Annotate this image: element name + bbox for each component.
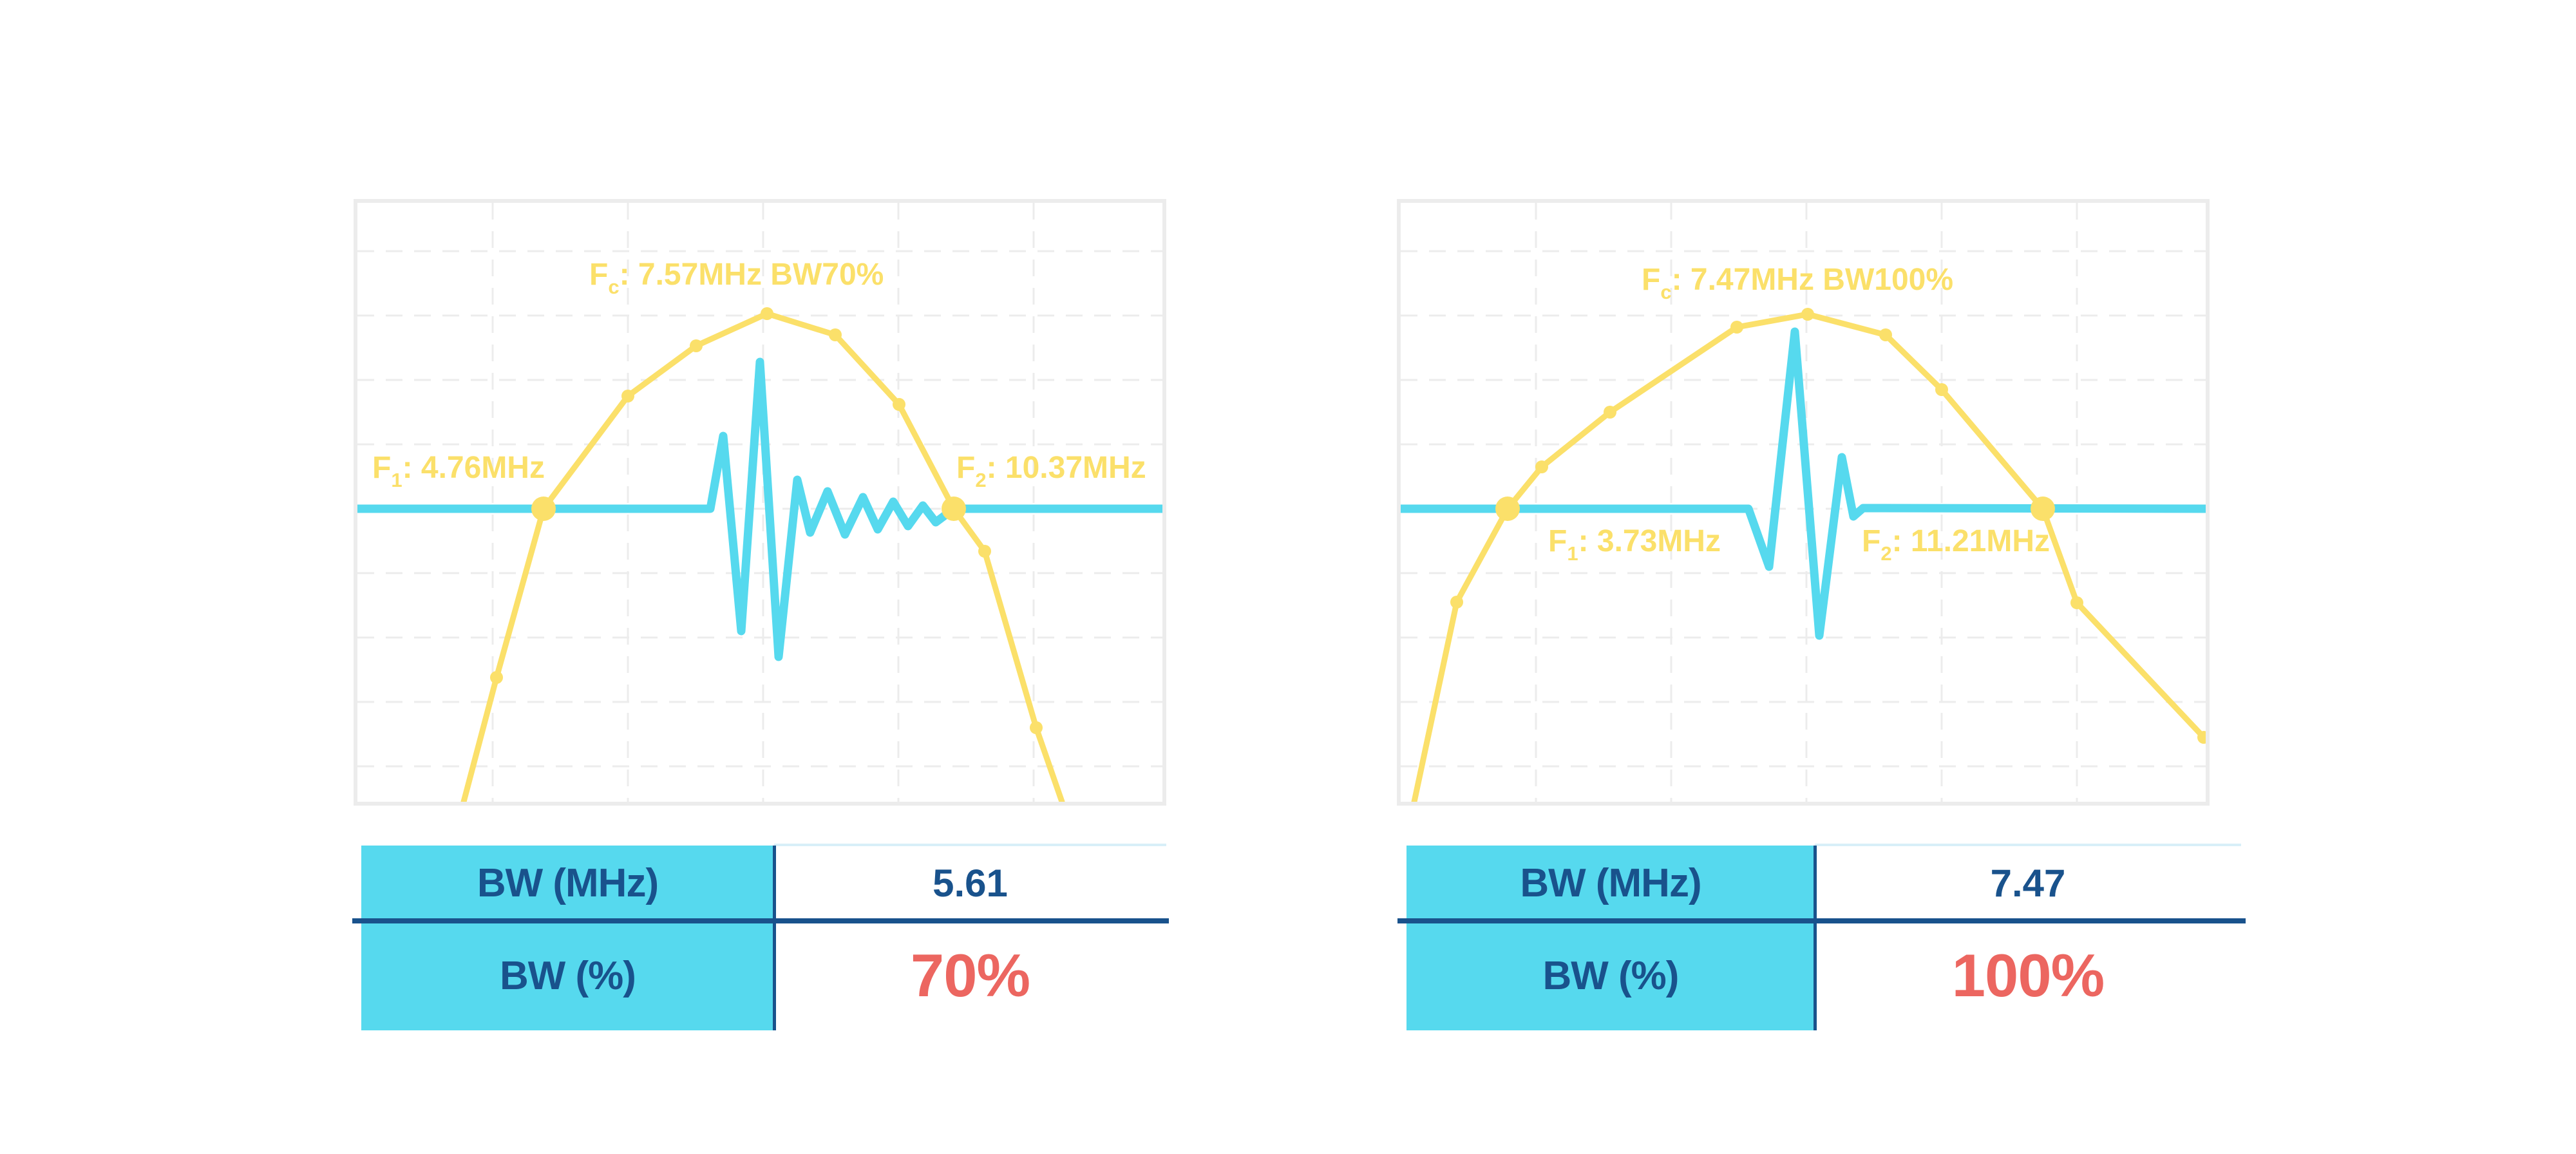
- spectrum-chart-bw100: Fc: 7.47MHz BW100% F1: 3.73MHz F2: 11.21…: [1397, 199, 2210, 806]
- bw-mhz-label: BW (MHz): [1406, 846, 1815, 921]
- f2-base: F: [1862, 524, 1881, 558]
- f2-annotation: F2: 11.21MHz: [1862, 524, 2050, 565]
- table-column-divider: [773, 846, 776, 1030]
- f1-base: F: [372, 451, 392, 485]
- bw-mhz-value: 7.47: [1815, 846, 2241, 921]
- center-frequency-annotation: Fc: 7.57MHz BW70%: [589, 257, 884, 299]
- bw-percent-value: 100%: [1815, 921, 2241, 1030]
- fc-base: F: [1642, 263, 1661, 297]
- f2-rest: : 10.37MHz: [986, 451, 1146, 485]
- table-row-divider: [1397, 918, 2246, 923]
- spectrum-plot-bw100: [1401, 203, 2206, 802]
- f1-subscript: 1: [1567, 542, 1578, 565]
- fc-subscript: c: [1660, 281, 1672, 303]
- spectrum-chart-bw70: Fc: 7.57MHz BW70% F1: 4.76MHz F2: 10.37M…: [354, 199, 1166, 806]
- bw-percent-value: 70%: [774, 921, 1166, 1030]
- spectrum-plot-bw70: [357, 203, 1162, 802]
- center-frequency-annotation: Fc: 7.47MHz BW100%: [1642, 262, 1953, 304]
- f2-subscript: 2: [975, 469, 987, 491]
- f1-rest: : 3.73MHz: [1578, 524, 1721, 558]
- f1-annotation: F1: 4.76MHz: [372, 450, 545, 492]
- table-top-rule: [774, 844, 1166, 846]
- table-column-divider: [1814, 846, 1817, 1030]
- f2-annotation: F2: 10.37MHz: [956, 450, 1146, 492]
- table-row-divider: [352, 918, 1169, 923]
- fc-rest: : 7.57MHz BW70%: [619, 258, 884, 292]
- bw-mhz-label: BW (MHz): [361, 846, 774, 921]
- bw-mhz-value: 5.61: [774, 846, 1166, 921]
- bw-percent-label: BW (%): [361, 921, 774, 1030]
- fc-subscript: c: [608, 276, 620, 298]
- f1-rest: : 4.76MHz: [402, 451, 545, 485]
- f2-rest: : 11.21MHz: [1891, 524, 2050, 558]
- fc-base: F: [589, 258, 609, 292]
- fc-rest: : 7.47MHz BW100%: [1671, 263, 1954, 297]
- f2-base: F: [956, 451, 976, 485]
- table-top-rule: [1815, 844, 2241, 846]
- f1-base: F: [1548, 524, 1567, 558]
- f1-annotation: F1: 3.73MHz: [1548, 524, 1721, 565]
- bw-percent-label: BW (%): [1406, 921, 1815, 1030]
- f1-subscript: 1: [391, 469, 402, 491]
- f2-subscript: 2: [1880, 542, 1892, 565]
